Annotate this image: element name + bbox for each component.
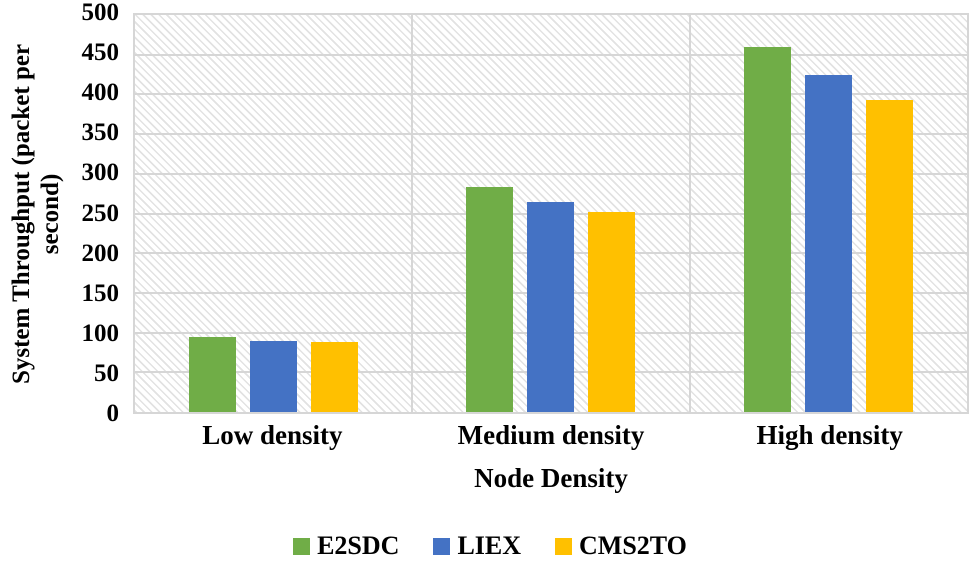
bar-cms2to-medium-density: [588, 211, 636, 412]
legend-item-cms2to: CMS2TO: [555, 533, 687, 559]
bar-e2sdc-low-density: [189, 336, 237, 412]
legend-swatch-icon-liex: [433, 537, 451, 555]
gridline-category-separator-1: [411, 15, 414, 412]
legend-item-e2sdc: E2SDC: [293, 533, 399, 559]
bar-liex-medium-density: [527, 201, 575, 412]
y-tick-label-150: 150: [81, 279, 120, 307]
legend-label-cms2to: CMS2TO: [579, 531, 687, 560]
bar-e2sdc-high-density: [743, 46, 791, 412]
y-tick-label-350: 350: [81, 119, 120, 147]
bar-e2sdc-medium-density: [466, 187, 514, 412]
y-tick-label-400: 400: [81, 78, 120, 106]
gridline-y-450: [135, 53, 967, 56]
legend-item-liex: LIEX: [433, 533, 521, 559]
bar-group-low-density: [135, 15, 412, 412]
y-tick-label-450: 450: [81, 38, 120, 66]
x-tick-label-high-density: High density: [756, 420, 903, 450]
bar-cms2to-high-density: [865, 99, 913, 412]
y-axis-tick-labels: 0 50 100 150 200 250 300 350 400 450 500: [0, 0, 125, 426]
x-axis-tick-labels: Low density Medium density High density: [133, 420, 969, 455]
x-tick-label-medium-density: Medium density: [457, 420, 645, 450]
y-tick-label-300: 300: [81, 159, 120, 187]
legend: E2SDC LIEX CMS2TO: [0, 533, 980, 559]
y-tick-label-500: 500: [81, 0, 120, 26]
y-tick-label-50: 50: [94, 359, 119, 387]
y-tick-label-250: 250: [81, 199, 120, 227]
legend-swatch-icon-e2sdc: [293, 537, 311, 555]
bar-cms2to-low-density: [311, 342, 359, 412]
gridline-y-300: [135, 172, 967, 175]
y-tick-label-100: 100: [81, 319, 120, 347]
x-tick-label-low-density: Low density: [202, 420, 343, 450]
bar-group-medium-density: [412, 15, 689, 412]
legend-label-e2sdc: E2SDC: [317, 531, 400, 560]
plot-area: [133, 13, 969, 414]
bar-group-high-density: [690, 15, 967, 412]
bar-liex-low-density: [250, 340, 298, 412]
legend-swatch-icon-cms2to: [555, 537, 573, 555]
y-tick-label-0: 0: [106, 399, 120, 427]
gridline-y-400: [135, 93, 967, 96]
bar-liex-high-density: [804, 75, 852, 412]
gridline-y-350: [135, 133, 967, 136]
gridline-category-separator-2: [688, 15, 691, 412]
x-axis-title: Node Density: [474, 463, 628, 493]
y-tick-label-200: 200: [81, 239, 120, 267]
legend-label-liex: LIEX: [457, 531, 522, 560]
